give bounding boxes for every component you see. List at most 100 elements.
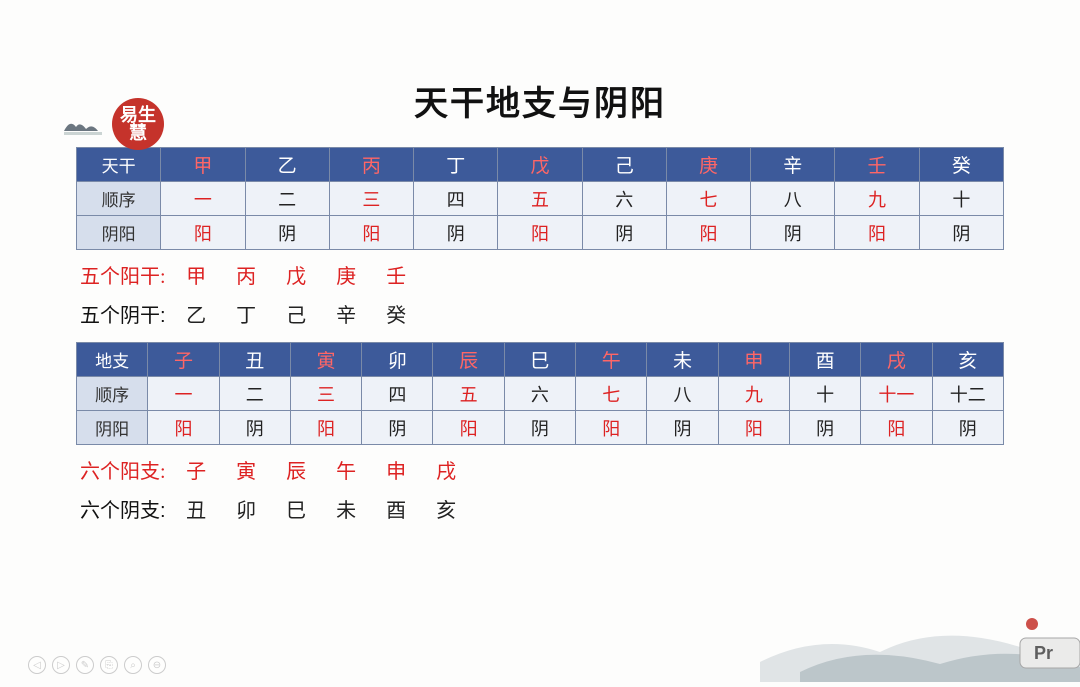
table-row-label: 阴阳	[77, 411, 148, 445]
table-header-cell: 寅	[290, 343, 361, 377]
table-header-cell: 戌	[861, 343, 932, 377]
content: 天干甲乙丙丁戊己庚辛壬癸 顺序一二三四五六七八九十 阴阳阳阴阳阴阳阴阳阴阳阴 五…	[0, 147, 1080, 523]
desc-items: 子寅辰午申戌	[171, 461, 471, 483]
table-cell: 阴	[582, 216, 666, 250]
slide-control-button[interactable]: ◁	[28, 656, 46, 674]
desc-item: 未	[321, 494, 371, 523]
table-header-label: 地支	[77, 343, 148, 377]
table-header-cell: 丙	[329, 148, 413, 182]
table-cell: 阴	[647, 411, 718, 445]
desc-items: 甲丙戊庚壬	[171, 266, 421, 288]
table-cell: 六	[504, 377, 575, 411]
table-header-cell: 辰	[433, 343, 504, 377]
desc-item: 子	[171, 455, 221, 484]
slide-control-button[interactable]: ⌕	[124, 656, 142, 674]
slide-control-button[interactable]: ✎	[76, 656, 94, 674]
table-cell: 十	[919, 182, 1003, 216]
table-cell: 阳	[835, 216, 919, 250]
table-cell: 阳	[433, 411, 504, 445]
slide-control-button[interactable]: ⎘	[100, 656, 118, 674]
table-cell: 阳	[290, 411, 361, 445]
table-header-cell: 未	[647, 343, 718, 377]
desc-yang-gan: 五个阳干: 甲丙戊庚壬	[80, 260, 1004, 289]
table-cell: 十二	[932, 377, 1003, 411]
table-cell: 阳	[329, 216, 413, 250]
desc-item: 甲	[171, 260, 221, 289]
table-cell: 二	[219, 377, 290, 411]
table-cell: 五	[498, 182, 582, 216]
table-cell: 阴	[504, 411, 575, 445]
desc-item: 申	[371, 455, 421, 484]
table-header-cell: 辛	[751, 148, 835, 182]
table-cell: 七	[666, 182, 750, 216]
table-cell: 十	[789, 377, 860, 411]
desc-item: 丑	[171, 494, 221, 523]
table-header-cell: 己	[582, 148, 666, 182]
table-cell: 七	[576, 377, 647, 411]
dizhi-table: 地支子丑寅卯辰巳午未申酉戌亥 顺序一二三四五六七八九十十一十二 阴阳阳阴阳阴阳阴…	[76, 342, 1004, 445]
table-cell: 四	[362, 377, 433, 411]
table-cell: 六	[582, 182, 666, 216]
table-cell: 阳	[718, 411, 789, 445]
table-cell: 阳	[576, 411, 647, 445]
desc-item: 巳	[271, 494, 321, 523]
table-header-cell: 亥	[932, 343, 1003, 377]
desc-lead: 五个阴干:	[80, 305, 166, 327]
table-cell: 阳	[498, 216, 582, 250]
mountain-icon	[62, 113, 108, 135]
desc-yin-zhi: 六个阴支: 丑卯巳未酉亥	[80, 494, 1004, 523]
svg-text:Pr: Pr	[1034, 643, 1053, 663]
slide-control-button[interactable]: ⊖	[148, 656, 166, 674]
desc-item: 辰	[271, 455, 321, 484]
table-cell: 一	[161, 182, 245, 216]
table-header-cell: 酉	[789, 343, 860, 377]
table-cell: 阳	[161, 216, 245, 250]
table-header-cell: 戊	[498, 148, 582, 182]
table-row-label: 阴阳	[77, 216, 161, 250]
table-header-cell: 午	[576, 343, 647, 377]
table-header-cell: 申	[718, 343, 789, 377]
desc-item: 丙	[221, 260, 271, 289]
seal-logo: 易生慧	[112, 98, 164, 150]
desc-lead: 五个阳干:	[80, 266, 166, 288]
table-header-cell: 丁	[414, 148, 498, 182]
desc-item: 午	[321, 455, 371, 484]
table-header-cell: 乙	[245, 148, 329, 182]
table-cell: 三	[290, 377, 361, 411]
table-header-label: 天干	[77, 148, 161, 182]
table-header-cell: 卯	[362, 343, 433, 377]
table-cell: 阴	[219, 411, 290, 445]
slide-controls: ◁ ▷ ✎ ⎘ ⌕ ⊖	[28, 656, 166, 674]
desc-item: 寅	[221, 455, 271, 484]
desc-item: 癸	[371, 299, 421, 328]
logo-area: 易生慧	[62, 98, 164, 150]
table-cell: 阴	[245, 216, 329, 250]
desc-lead: 六个阳支:	[80, 461, 166, 483]
table-row-label: 顺序	[77, 377, 148, 411]
desc-items: 乙丁己辛癸	[171, 305, 421, 327]
table-cell: 一	[148, 377, 219, 411]
desc-item: 庚	[321, 260, 371, 289]
desc-items: 丑卯巳未酉亥	[171, 500, 471, 522]
table-cell: 二	[245, 182, 329, 216]
desc-lead: 六个阴支:	[80, 500, 166, 522]
table-row-label: 顺序	[77, 182, 161, 216]
table-cell: 阴	[751, 216, 835, 250]
desc-item: 丁	[221, 299, 271, 328]
slide-control-button[interactable]: ▷	[52, 656, 70, 674]
desc-item: 戌	[421, 455, 471, 484]
table-header-cell: 甲	[161, 148, 245, 182]
table-cell: 八	[647, 377, 718, 411]
desc-item: 卯	[221, 494, 271, 523]
footer-decoration: Pr	[760, 582, 1080, 682]
table-header-cell: 巳	[504, 343, 575, 377]
table-cell: 阳	[666, 216, 750, 250]
desc-item: 酉	[371, 494, 421, 523]
table-cell: 阳	[148, 411, 219, 445]
table-cell: 九	[718, 377, 789, 411]
seal-text: 易生慧	[112, 106, 164, 142]
table-cell: 阴	[932, 411, 1003, 445]
table-cell: 十一	[861, 377, 932, 411]
desc-item: 亥	[421, 494, 471, 523]
table-header-cell: 庚	[666, 148, 750, 182]
